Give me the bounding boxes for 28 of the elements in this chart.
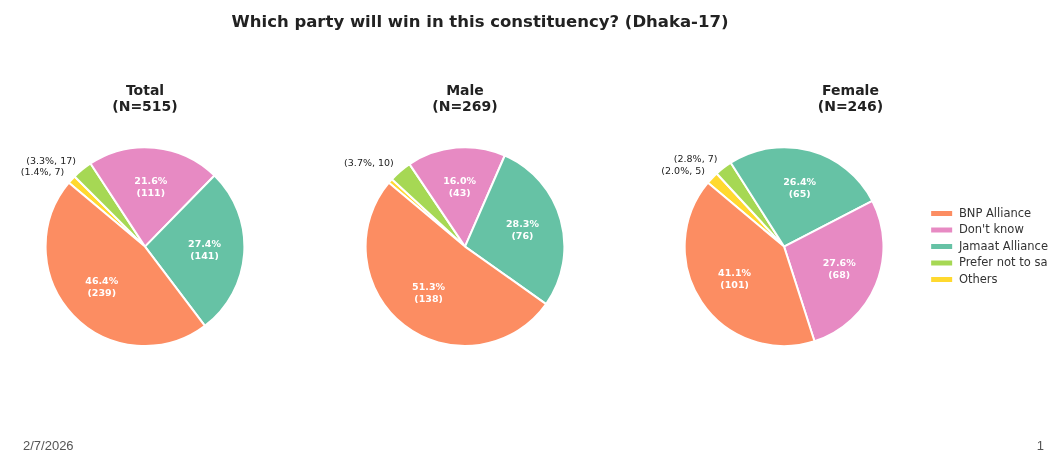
data-label: 41.1% (101) — [718, 267, 752, 291]
data-label: 46.4% (239) — [85, 275, 119, 299]
data-label: 26.4% (65) — [783, 176, 817, 200]
text: Which party will win in this constituency? (Dhaka-17) — [230, 12, 730, 31]
legend-label: Don't know — [958, 222, 1024, 237]
text: 2/7/2026 — [23, 438, 74, 453]
chart-title: Male — [446, 81, 484, 98]
chart-subtitle: (N=269) — [432, 97, 498, 114]
chart-subtitle: (N=246) — [817, 97, 884, 114]
data-label: (3.7%, 10) — [344, 157, 394, 169]
data-label: 27.6% (68) — [822, 256, 857, 280]
legend-label: BNP Alliance — [958, 205, 1032, 220]
data-label: (2.0%, 5) — [661, 164, 705, 176]
data-label: (1.4%, 7) — [20, 166, 65, 178]
legend-label: Jamaat Alliance — [957, 238, 1049, 253]
chart-title: Female — [822, 81, 879, 98]
data-label: 28.3% (76) — [505, 218, 540, 242]
chart-subtitle: (N=515) — [112, 97, 178, 114]
legend-label: Prefer not to sa — [958, 255, 1048, 270]
data-label: 27.4% (141) — [188, 237, 222, 261]
data-label: (2.8%, 7) — [673, 153, 718, 165]
data-label: (3.3%, 17) — [26, 155, 76, 167]
text: 1 — [1036, 438, 1044, 453]
data-label: 16.0% (43) — [443, 174, 477, 198]
data-label: 21.6% (111) — [134, 174, 168, 198]
legend-label: Others — [958, 271, 998, 286]
chart-title: Total — [125, 81, 165, 98]
data-label: 51.3% (138) — [412, 281, 446, 305]
